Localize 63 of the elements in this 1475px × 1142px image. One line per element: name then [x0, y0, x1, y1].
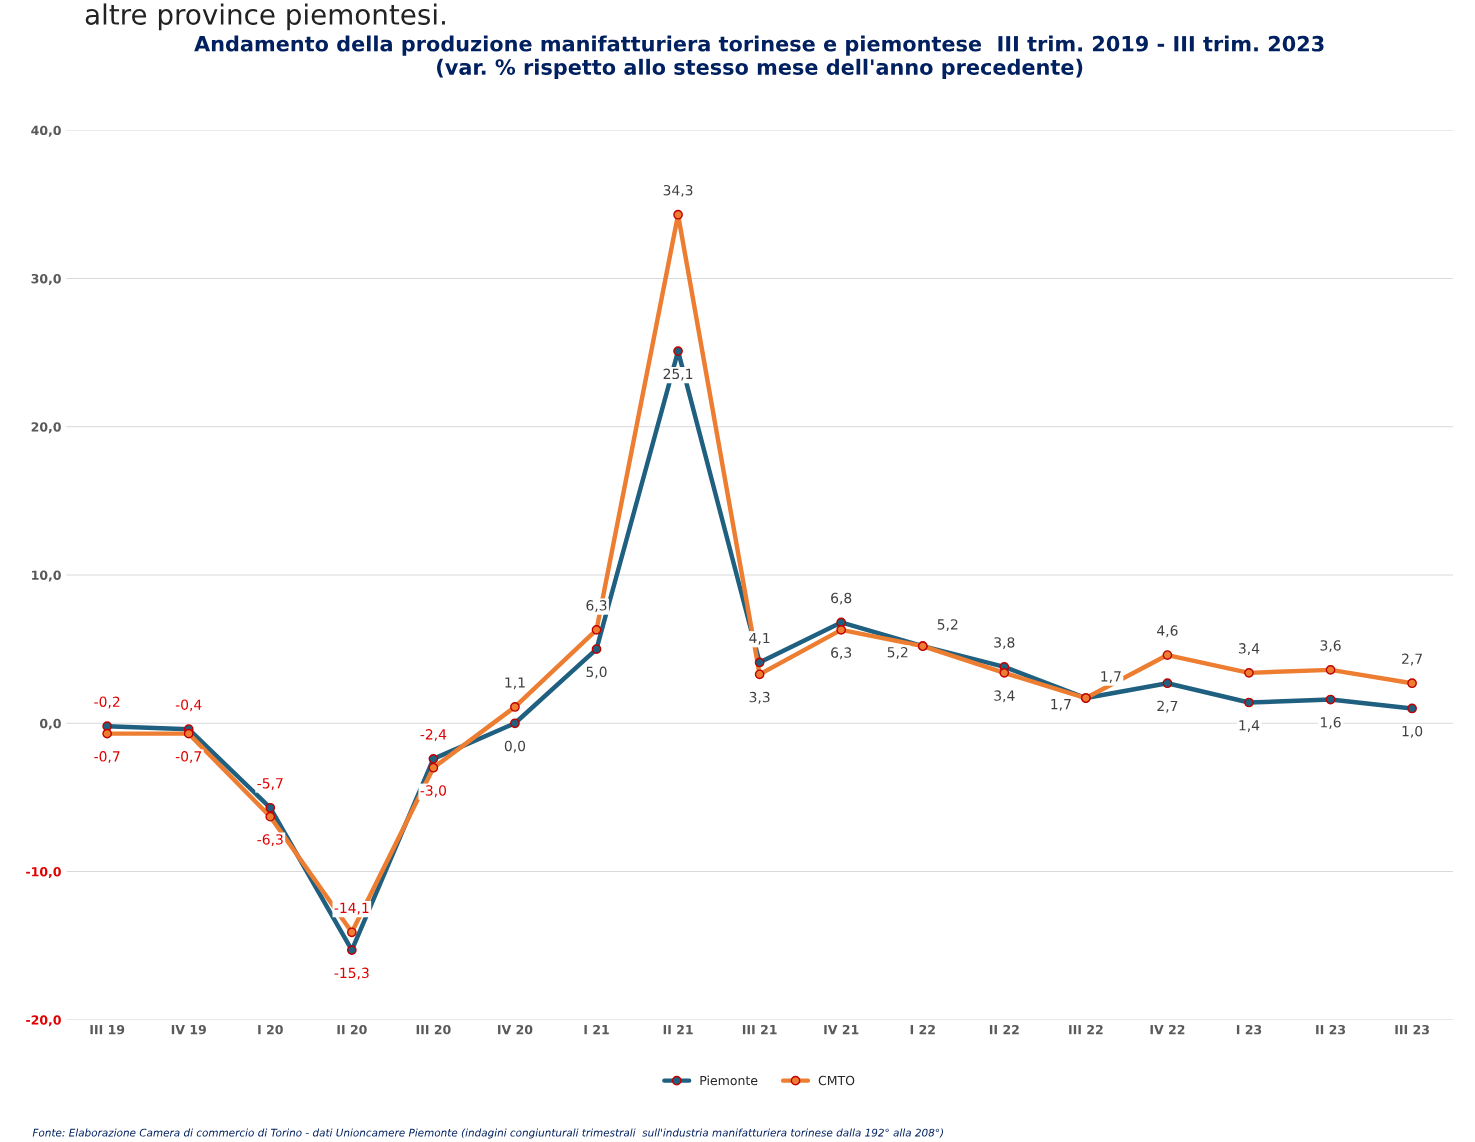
data-label: 5,0: [586, 666, 607, 679]
y-tick-label: -10,0: [26, 867, 61, 879]
x-tick-label: III 23: [1395, 1024, 1429, 1035]
data-label: 4,6: [1157, 625, 1178, 638]
data-label: -0,7: [175, 751, 202, 764]
data-label: 1,7: [1101, 671, 1121, 684]
data-label: 34,3: [663, 184, 693, 197]
data-label: 5,2: [887, 646, 908, 659]
x-tick-label: II 22: [989, 1024, 1019, 1035]
data-label: 1,6: [1321, 717, 1341, 729]
data-label: -0,4: [175, 699, 202, 712]
data-label: 6,3: [586, 600, 607, 613]
data-label: 2,7: [1402, 653, 1422, 666]
source-note: Fonte: Elaborazione Camera di commercio di Torino - dati Unioncamere Piemonte (indagini congiunturali trimestrali sull'industria manifatturiera torinese dalla 192° alla 208°): [32, 1128, 943, 1139]
data-label: -6,3: [257, 834, 283, 847]
x-tick-label: III 22: [1069, 1024, 1103, 1035]
data-label: -0,2: [94, 696, 120, 709]
chart-title: Andamento della produzione manifatturiera torinese e piemontese III trim. 2019 - III trim. 2023 (var. % rispetto allo stesso mese dell'anno precedente): [194, 35, 1324, 79]
x-tick-label: I 20: [258, 1024, 283, 1035]
x-tick-label: I 23: [1236, 1024, 1262, 1035]
data-label: -5,7: [257, 778, 283, 790]
x-tick-label: III 21: [742, 1024, 777, 1035]
y-tick-label: 0,0: [39, 718, 61, 730]
legend-label: Piemonte: [700, 1075, 758, 1086]
data-label: 6,3: [831, 647, 852, 660]
x-tick-label: III 19: [90, 1024, 125, 1035]
data-label: -0,7: [94, 751, 120, 764]
data-label: 3,8: [994, 637, 1015, 650]
data-label: 2,7: [1157, 700, 1178, 713]
data-label: 5,2: [937, 619, 958, 632]
data-label: 3,4: [1238, 643, 1260, 656]
data-label: 6,8: [831, 592, 852, 605]
x-tick-label: II 23: [1316, 1024, 1346, 1035]
x-tick-label: I 22: [910, 1024, 935, 1035]
legend-label: CMTO: [818, 1075, 855, 1086]
data-label: 4,1: [749, 632, 770, 645]
data-label: 1,7: [1051, 699, 1071, 711]
y-tick-label: 20,0: [31, 422, 61, 434]
data-label: -2,4: [420, 729, 447, 742]
data-label: 25,1: [663, 368, 693, 381]
x-tick-label: I 21: [584, 1024, 609, 1035]
x-tick-label: IV 19: [171, 1024, 206, 1035]
x-tick-label: IV 20: [498, 1024, 533, 1035]
data-label: 3,4: [994, 690, 1015, 703]
x-tick-label: II 20: [337, 1024, 367, 1035]
y-tick-label: 10,0: [32, 570, 61, 582]
x-tick-label: IV 22: [1150, 1024, 1185, 1035]
data-label: -14,1: [334, 902, 369, 915]
data-label: -3,0: [420, 785, 447, 798]
y-tick-label: -20,0: [26, 1015, 61, 1027]
data-label: 3,3: [749, 691, 770, 704]
y-tick-label: 40,0: [31, 125, 61, 137]
x-tick-label: IV 21: [824, 1024, 859, 1035]
data-label: 1,1: [505, 677, 525, 690]
data-label: 1,4: [1239, 720, 1260, 732]
data-label: 3,6: [1320, 640, 1341, 653]
x-tick-label: II 21: [663, 1024, 693, 1035]
data-label: 1,0: [1402, 725, 1423, 738]
data-label: 0,0: [504, 740, 526, 753]
y-tick-label: 30,0: [31, 273, 61, 285]
x-tick-label: III 20: [416, 1024, 451, 1035]
data-label: -15,3: [334, 967, 369, 980]
text: altre province piemontesi.: [85, 3, 445, 31]
